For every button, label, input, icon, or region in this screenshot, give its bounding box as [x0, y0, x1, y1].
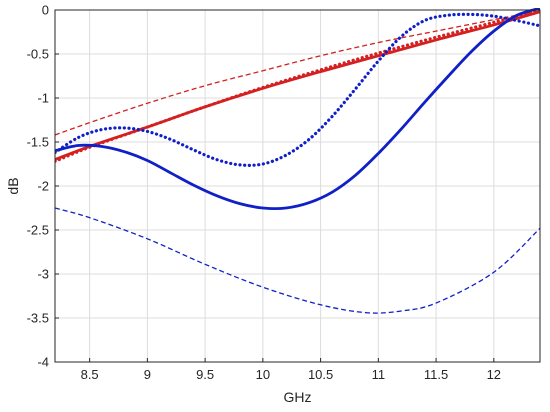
y-tick-label: -3 [37, 267, 49, 282]
series-line-3 [55, 8, 540, 163]
y-tick-label: -1.5 [27, 135, 49, 150]
series-line-5 [55, 207, 540, 314]
y-tick-label: 0 [42, 3, 49, 18]
x-tick-label: 8.5 [81, 367, 99, 382]
x-axis-label: GHz [284, 389, 312, 405]
y-tick-label: -4 [37, 355, 49, 370]
x-tick-label: 10 [256, 367, 270, 382]
series-line-2 [55, 10, 540, 136]
y-tick-label: -2.5 [27, 223, 49, 238]
x-tick-label: 11 [372, 367, 386, 382]
ticks: 8.5 9 9.5 10 10.5 11 11.5 12 0 -0.5 -1 -1.5 -2 -2.5 -3… [27, 3, 501, 383]
y-tick-label: -2 [37, 179, 49, 194]
x-tick-label: 10.5 [308, 367, 333, 382]
y-tick-label: -3.5 [27, 311, 49, 326]
x-tick-label: 9.5 [196, 367, 214, 382]
x-tick-label: 12 [487, 367, 501, 382]
series-line-4 [55, 8, 540, 211]
series-line-6 [55, 12, 540, 167]
y-tick-label: -1 [37, 91, 49, 106]
x-tick-label: 11.5 [424, 367, 448, 382]
series-group [55, 8, 540, 314]
x-tick-label: 9 [144, 367, 151, 382]
y-tick-label: -0.5 [27, 47, 49, 62]
y-axis-label: dB [5, 177, 21, 194]
